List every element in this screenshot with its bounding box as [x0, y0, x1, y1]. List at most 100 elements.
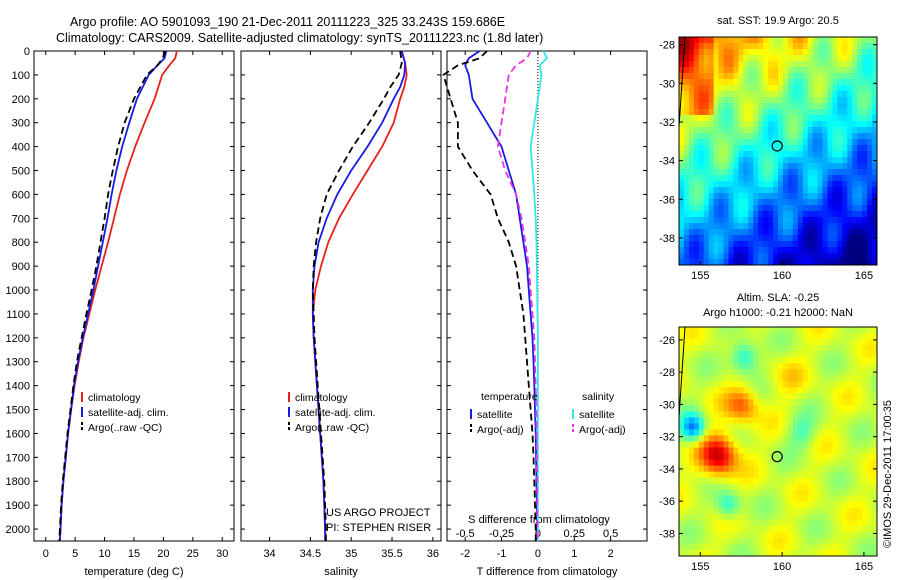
map-cell [718, 345, 724, 352]
map-cell [693, 229, 700, 236]
map-cell [723, 549, 729, 557]
map-cell [718, 399, 724, 406]
map-y-tick-label: -30 [659, 78, 675, 90]
map-cell [768, 423, 774, 430]
map-cell [703, 543, 710, 551]
map-cell [812, 477, 818, 485]
map-cell [713, 363, 719, 370]
map-cell [753, 49, 759, 56]
map-cell [728, 519, 734, 527]
map-cell [758, 513, 764, 521]
map-cell [748, 163, 754, 170]
map-cell [743, 411, 749, 418]
map-cell [832, 145, 838, 152]
map-cell [812, 453, 818, 460]
map-cell [787, 169, 794, 176]
map-cell [738, 109, 744, 116]
map-cell [773, 223, 779, 230]
map-cell [743, 435, 749, 442]
map-cell [807, 91, 814, 98]
map-cell [827, 405, 833, 412]
map-cell [787, 145, 794, 152]
map-cell [812, 513, 818, 521]
map-cell [778, 259, 784, 266]
map-cell [753, 91, 759, 98]
map-cell [758, 67, 764, 74]
map-cell [857, 85, 863, 92]
map-cell [753, 205, 759, 212]
map-cell [792, 477, 799, 485]
map-cell [787, 507, 794, 515]
map-cell [758, 477, 764, 485]
map-cell [862, 43, 868, 50]
map-cell [768, 181, 774, 188]
map-cell [778, 543, 784, 551]
map-cell [703, 387, 710, 394]
map-cell [733, 151, 739, 158]
map-cell [802, 363, 809, 370]
map-cell [748, 115, 754, 122]
map-cell [812, 217, 818, 224]
map-cell [738, 103, 744, 110]
map-cell [753, 133, 759, 140]
map-cell [763, 483, 769, 491]
map-cell [683, 441, 690, 448]
map-cell [683, 175, 690, 182]
map-cell [763, 241, 769, 248]
map-cell [753, 471, 759, 479]
map-cell [758, 163, 764, 170]
map-cell [778, 91, 784, 98]
map-cell [832, 459, 838, 467]
map-cell [862, 405, 868, 412]
map-cell [738, 549, 744, 557]
map-cell [787, 351, 794, 358]
map-cell [733, 429, 739, 436]
map-cell [817, 525, 823, 533]
map-cell [708, 477, 715, 485]
map-cell [867, 417, 873, 424]
map-cell [822, 459, 828, 467]
map-cell [867, 175, 873, 182]
map-cell [867, 435, 873, 442]
map-cell [718, 79, 724, 86]
map-cell [679, 205, 685, 212]
map-cell [703, 399, 710, 406]
map-cell [763, 211, 769, 218]
map-cell [787, 519, 794, 527]
map-cell [773, 193, 779, 200]
map-cell [857, 223, 863, 230]
map-cell [679, 447, 685, 454]
map-cell [862, 483, 868, 491]
map-cell [852, 357, 858, 364]
map-cell [683, 453, 690, 460]
map-cell [822, 199, 828, 206]
map-cell [822, 381, 828, 388]
map-cell [763, 363, 769, 370]
map-cell [792, 351, 799, 358]
map-cell [782, 507, 789, 515]
argo-location-marker [771, 140, 783, 152]
map-cell [698, 363, 705, 370]
map-cell [708, 121, 715, 128]
map-cell [832, 181, 838, 188]
map-cell [857, 453, 863, 460]
map-cell [763, 477, 769, 485]
x-tick-label: 34.5 [300, 548, 321, 560]
map-cell [738, 351, 744, 358]
map-cell [787, 121, 794, 128]
map-cell [763, 103, 769, 110]
map-cell [683, 531, 690, 539]
map-cell [842, 175, 848, 182]
map-cell [792, 253, 799, 260]
map-cell [763, 423, 769, 430]
map-cell [837, 121, 843, 128]
map-cell [842, 471, 848, 479]
map-cell [827, 417, 833, 424]
map-cell [778, 351, 784, 358]
map-cell [797, 253, 804, 260]
map-cell [768, 85, 774, 92]
map-cell [847, 97, 853, 104]
map-cell [693, 435, 700, 442]
map-cell [683, 235, 690, 242]
map-cell [787, 549, 794, 557]
